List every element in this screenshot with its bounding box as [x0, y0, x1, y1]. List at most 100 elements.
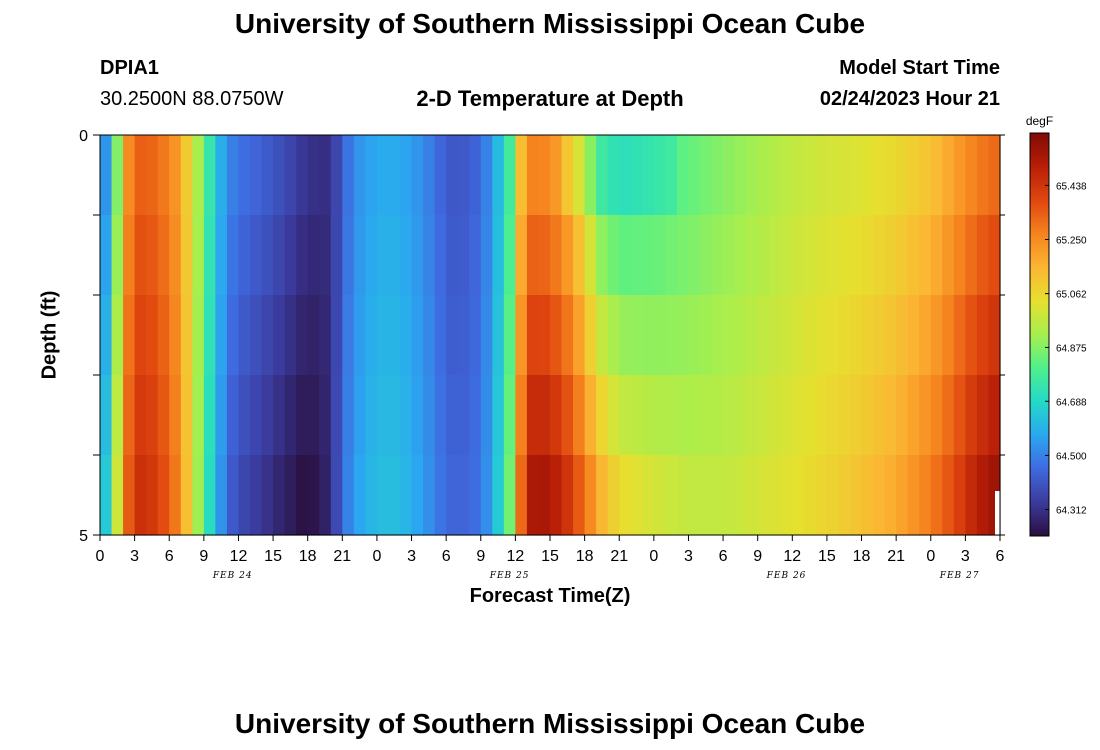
x-tick-label: 12 [783, 548, 801, 565]
heatmap-cell [584, 295, 597, 376]
colorbar-tick-label: 65.438 [1056, 181, 1087, 192]
heatmap-cell [469, 215, 482, 296]
heatmap-cell [123, 375, 136, 456]
heatmap-cell [273, 135, 286, 216]
heatmap-cell [792, 295, 805, 376]
heatmap-cell [711, 375, 724, 456]
heatmap-cell [157, 455, 170, 536]
heatmap-cell [469, 375, 482, 456]
heatmap-cell [907, 455, 920, 536]
heatmap-cell [146, 215, 159, 296]
heatmap-cell [596, 295, 609, 376]
heatmap-cell [734, 215, 747, 296]
x-tick-label: 0 [926, 548, 935, 565]
heatmap-cell [503, 295, 516, 376]
heatmap-cell [526, 135, 540, 216]
heatmap-cell [353, 135, 366, 216]
colorbar-unit: degF [1026, 114, 1053, 128]
heatmap-cell [330, 295, 343, 376]
heatmap-cell [676, 375, 690, 456]
heatmap-cell [307, 135, 320, 216]
heatmap-cell [573, 455, 586, 536]
heatmap-cell [596, 135, 609, 216]
colorbar-tick-label: 64.500 [1056, 451, 1087, 462]
colorbar-tick-label: 64.312 [1056, 506, 1087, 517]
heatmap-cell [446, 215, 459, 296]
heatmap-cell [111, 295, 124, 376]
heatmap-cell [423, 375, 436, 456]
heatmap-cell [446, 135, 459, 216]
heatmap-cell [665, 295, 678, 376]
model-start-label: Model Start Time [839, 57, 1000, 79]
heatmap-cell [942, 295, 955, 376]
heatmap-cell [930, 215, 943, 296]
heatmap-cell [400, 455, 413, 536]
heatmap-cell [965, 295, 978, 376]
heatmap-cell [365, 295, 378, 376]
heatmap-cell [780, 215, 793, 296]
heatmap-cell [550, 135, 563, 216]
heatmap-cell [965, 455, 978, 536]
heatmap-cell [319, 375, 332, 456]
heatmap-cell [550, 455, 563, 536]
heatmap-cell [919, 135, 932, 216]
x-tick-label: 15 [818, 548, 836, 565]
heatmap-cell [596, 455, 609, 536]
heatmap-cell [296, 375, 309, 456]
heatmap-cell [203, 455, 216, 536]
heatmap-cell [700, 135, 713, 216]
heatmap-cell [192, 375, 205, 456]
heatmap-cell [953, 295, 966, 376]
heatmap-cell [711, 135, 724, 216]
heatmap-cell [111, 215, 124, 296]
heatmap-cell [400, 375, 413, 456]
heatmap-cell [665, 375, 678, 456]
heatmap-cell [192, 295, 205, 376]
heatmap-cell [319, 215, 332, 296]
no-data-cell [995, 491, 1000, 535]
heatmap-cell [169, 455, 182, 536]
heatmap-cell [723, 455, 736, 536]
heatmap-cell [619, 455, 632, 536]
heatmap-cell [642, 215, 655, 296]
x-tick-label: 21 [610, 548, 628, 565]
heatmap-cell [307, 295, 320, 376]
heatmap-cell [353, 375, 366, 456]
heatmap-cell [261, 295, 274, 376]
heatmap-cell [273, 455, 286, 536]
heatmap-cell [815, 215, 828, 296]
heatmap-cell [411, 215, 424, 296]
heatmap-cell [665, 215, 678, 296]
heatmap-cell [803, 215, 816, 296]
heatmap-cell [711, 295, 724, 376]
heatmap-cell [526, 215, 540, 296]
heatmap-cell [792, 135, 805, 216]
heatmap-cell [734, 455, 747, 536]
x-tick-label: 12 [230, 548, 248, 565]
heatmap-cell [896, 295, 909, 376]
heatmap-cell [988, 215, 1001, 296]
heatmap-cell [134, 215, 147, 296]
heatmap-cell [342, 375, 355, 456]
heatmap-cell [353, 295, 366, 376]
heatmap-cell [457, 295, 470, 376]
heatmap-cell [919, 215, 932, 296]
heatmap-cell [423, 215, 436, 296]
heatmap-cell [653, 135, 666, 216]
heatmap-cell [746, 135, 759, 216]
heatmap-cell [203, 135, 216, 216]
heatmap-cell [642, 455, 655, 536]
heatmap-cell [988, 375, 1001, 456]
heatmap-cell [953, 135, 966, 216]
heatmap-cell [607, 215, 620, 296]
x-tick-label: 21 [887, 548, 905, 565]
heatmap-cell [284, 135, 297, 216]
heatmap-cell [330, 135, 343, 216]
x-tick-label: 6 [996, 548, 1005, 565]
heatmap-cell [538, 375, 551, 456]
heatmap-cell [873, 375, 886, 456]
heatmap-cell [492, 295, 505, 376]
heatmap-cell [873, 455, 886, 536]
heatmap-cell [826, 215, 840, 296]
heatmap-cell [250, 375, 263, 456]
